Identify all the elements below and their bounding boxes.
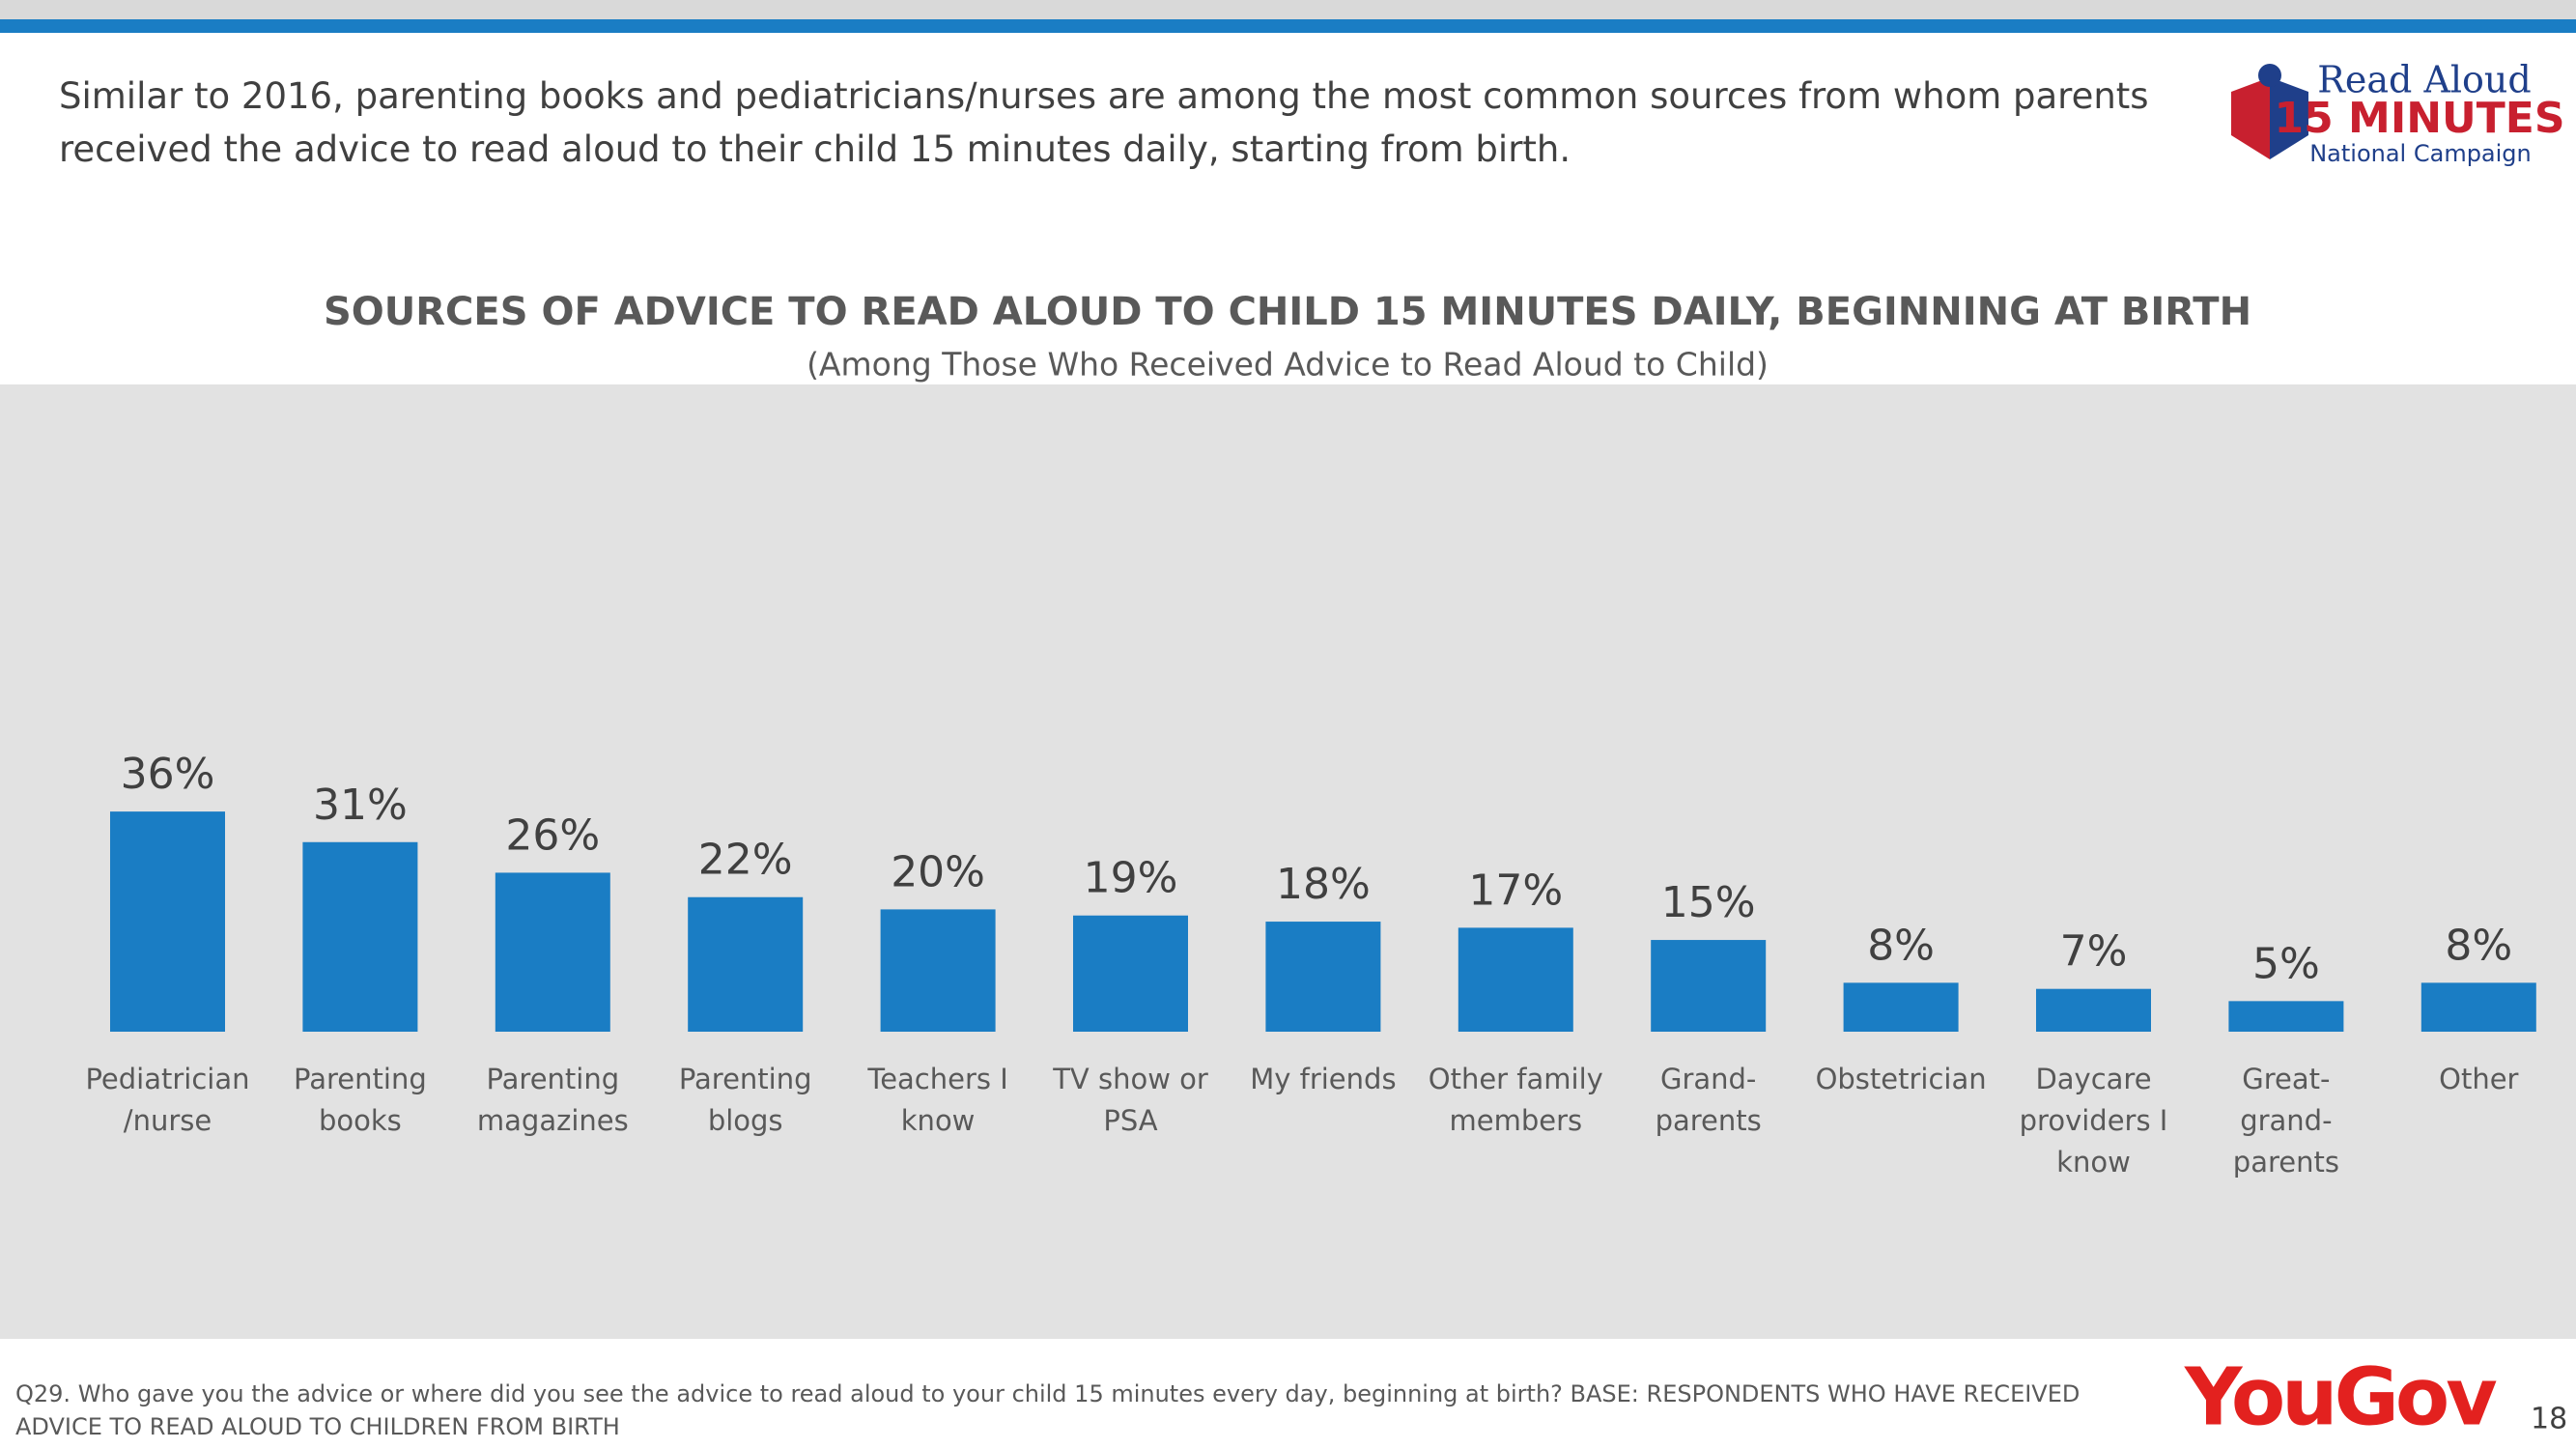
value-label: 8% bbox=[1867, 921, 1935, 970]
bar bbox=[1458, 927, 1573, 1032]
x-tick-label: Parenting books bbox=[294, 1063, 427, 1137]
value-label: 22% bbox=[698, 836, 793, 885]
x-tick-label: Teachers I know bbox=[867, 1063, 1008, 1137]
bar bbox=[302, 841, 418, 1032]
x-tick-label: Parenting magazines bbox=[476, 1063, 629, 1137]
headline: Similar to 2016, parenting books and ped… bbox=[59, 75, 2149, 170]
value-label: 8% bbox=[2445, 921, 2512, 970]
value-label: 15% bbox=[1661, 878, 1756, 927]
bar bbox=[2036, 988, 2151, 1032]
bar bbox=[880, 909, 996, 1032]
x-tick-label: Other bbox=[2439, 1063, 2519, 1095]
top-band bbox=[0, 0, 2576, 19]
x-tick-label: Pediatrician /nurse bbox=[85, 1063, 250, 1137]
logo-mark bbox=[2231, 77, 2270, 159]
chart-subtitle: (Among Those Who Received Advice to Read… bbox=[807, 346, 1769, 384]
bar bbox=[1265, 922, 1381, 1032]
bar bbox=[2228, 1001, 2344, 1032]
chart-title: SOURCES OF ADVICE TO READ ALOUD TO CHILD… bbox=[324, 290, 2251, 334]
logo-line2: 15 MINUTES bbox=[2274, 94, 2564, 143]
x-tick-label: Obstetrician bbox=[1815, 1063, 1987, 1095]
x-tick-label: My friends bbox=[1250, 1063, 1397, 1095]
top-rule bbox=[0, 19, 2576, 33]
value-label: 31% bbox=[313, 781, 408, 830]
bar bbox=[1073, 915, 1188, 1032]
logo-line1: Read Aloud bbox=[2317, 59, 2531, 101]
x-tick-label: Parenting blogs bbox=[678, 1063, 812, 1137]
logo-mark bbox=[2270, 77, 2308, 159]
logo-mark bbox=[2258, 64, 2281, 87]
value-label: 36% bbox=[121, 750, 215, 799]
chart-panel bbox=[0, 384, 2576, 1339]
x-tick-label: TV show or PSA bbox=[1053, 1063, 1208, 1137]
x-tick-label: Grand- parents bbox=[1655, 1063, 1762, 1137]
value-label: 17% bbox=[1468, 866, 1563, 915]
value-label: 5% bbox=[2252, 939, 2320, 988]
brand-logo: YouGov bbox=[2184, 1351, 2497, 1443]
bar bbox=[495, 872, 610, 1032]
bar bbox=[1651, 940, 1767, 1032]
bar bbox=[110, 811, 225, 1032]
logo: Read Aloud 15 MINUTES National Campaign bbox=[2231, 59, 2565, 167]
value-label: 20% bbox=[891, 847, 985, 896]
x-tick-label: Great- grand- parents bbox=[2232, 1063, 2339, 1179]
footnote: Q29. Who gave you the advice or where di… bbox=[15, 1380, 2081, 1440]
value-label: 18% bbox=[1276, 860, 1371, 909]
value-label: 7% bbox=[2060, 927, 2128, 977]
value-label: 19% bbox=[1084, 854, 1178, 903]
bar bbox=[688, 896, 804, 1032]
bar bbox=[2420, 982, 2536, 1032]
x-tick-label: Daycare providers I know bbox=[2019, 1063, 2168, 1179]
page-number: 18 bbox=[2531, 1403, 2567, 1436]
value-label: 26% bbox=[505, 810, 600, 860]
bar bbox=[1843, 982, 1959, 1032]
x-tick-label: Other family members bbox=[1428, 1063, 1603, 1137]
logo-line3: National Campaign bbox=[2309, 140, 2532, 167]
